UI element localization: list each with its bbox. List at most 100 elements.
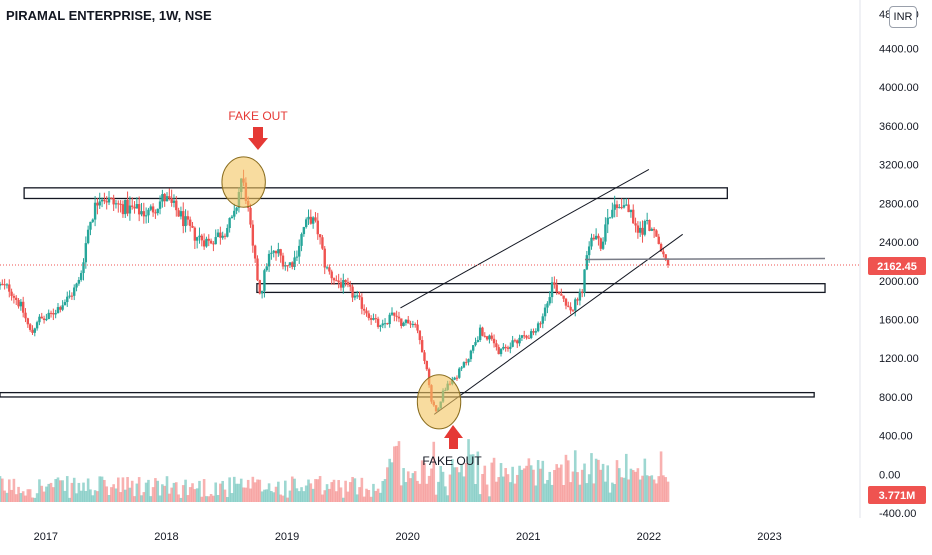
candle-body — [182, 211, 185, 227]
candle-body — [342, 280, 345, 288]
volume-bar — [151, 487, 155, 502]
candle-body — [133, 206, 136, 209]
volume-bar — [522, 468, 526, 502]
candle-body — [372, 318, 375, 320]
candle-body — [367, 313, 371, 319]
volume-bar — [509, 482, 512, 502]
volume-bar — [295, 488, 299, 502]
candle-body — [601, 241, 605, 249]
volume-bar — [432, 441, 436, 502]
volume-bar — [288, 490, 292, 502]
volume-bar — [590, 453, 593, 502]
volume-bar — [191, 483, 194, 502]
y-tick-label: 3200.00 — [879, 160, 919, 172]
volume-bar — [434, 494, 438, 502]
candle-body — [548, 297, 551, 304]
candle-body — [606, 217, 609, 225]
candle-body — [165, 196, 169, 202]
volume-bar — [267, 483, 271, 502]
volume-bar — [52, 487, 55, 502]
volume-bar — [404, 482, 408, 502]
volume-bars — [0, 439, 670, 502]
candle-body — [233, 210, 236, 217]
candle-body — [504, 346, 507, 348]
volume-bar — [12, 478, 16, 502]
volume-bar — [369, 496, 373, 502]
candle-body — [650, 228, 653, 231]
candle-body — [608, 217, 612, 219]
volume-bar — [244, 487, 248, 502]
candle-body — [151, 206, 155, 213]
trend-drawings — [221, 156, 826, 430]
volume-bar — [328, 488, 331, 502]
candle-body — [33, 328, 36, 333]
volume-bar — [198, 480, 201, 502]
candle-body — [381, 323, 384, 326]
volume-bar — [116, 477, 120, 502]
candle-body — [625, 204, 628, 206]
candle-body — [298, 245, 301, 257]
candle-body — [131, 205, 134, 207]
volume-bar — [107, 495, 111, 502]
volume-bar — [664, 477, 668, 502]
candle-body — [620, 207, 623, 209]
volume-bar — [56, 477, 60, 502]
volume-bar — [165, 476, 169, 502]
volume-bar — [258, 479, 262, 502]
y-tick-label: 2400.00 — [879, 237, 919, 249]
fake-out-circle-top — [221, 156, 266, 208]
candle-body — [195, 237, 199, 241]
volume-bar — [98, 476, 102, 502]
candle-body — [117, 203, 120, 205]
volume-bar — [110, 487, 113, 502]
volume-bar — [485, 484, 489, 502]
volume-bar — [418, 483, 422, 502]
volume-bar — [383, 479, 387, 502]
candle-body — [209, 240, 213, 244]
volume-bar — [423, 463, 426, 502]
volume-bar — [168, 493, 171, 502]
candle-body — [659, 243, 663, 252]
volume-bar — [24, 495, 27, 502]
volume-bar — [490, 462, 494, 502]
candle-body — [569, 306, 572, 311]
candle-body — [409, 323, 412, 325]
volume-bar — [330, 482, 333, 502]
candle-body — [539, 323, 542, 325]
volume-bar — [413, 471, 417, 502]
volume-bar — [441, 471, 445, 502]
candle-body — [73, 287, 76, 296]
volume-bar — [580, 469, 584, 502]
volume-bar — [397, 441, 401, 502]
candle-body — [518, 337, 521, 344]
volume-bar — [657, 476, 661, 502]
volume-bar — [100, 476, 104, 502]
candle-body — [314, 217, 317, 221]
candle-body — [622, 205, 626, 208]
x-tick-label: 2018 — [154, 531, 178, 543]
candle-body — [553, 282, 556, 285]
volume-bar — [293, 478, 296, 502]
candle-body — [523, 335, 526, 337]
volume-bar — [351, 476, 354, 502]
volume-bar — [35, 493, 39, 502]
volume-bar — [620, 477, 623, 502]
candle-body — [592, 237, 596, 240]
candle-body — [207, 238, 210, 241]
candle-body — [376, 318, 380, 327]
support-zone-middle — [256, 283, 826, 294]
volume-bar — [47, 483, 51, 502]
candle-body — [420, 340, 424, 353]
volume-bar — [158, 495, 162, 502]
volume-bar — [451, 459, 454, 502]
candle-body — [84, 243, 88, 263]
volume-bar — [337, 480, 340, 502]
volume-bar — [232, 476, 236, 502]
candle-body — [124, 199, 127, 215]
volume-bar — [527, 458, 531, 502]
resistance-zone-top — [23, 187, 728, 200]
volume-bar — [309, 483, 313, 502]
candle-body — [467, 359, 470, 363]
currency-badge[interactable]: INR — [889, 6, 917, 28]
candle-body — [77, 279, 81, 284]
